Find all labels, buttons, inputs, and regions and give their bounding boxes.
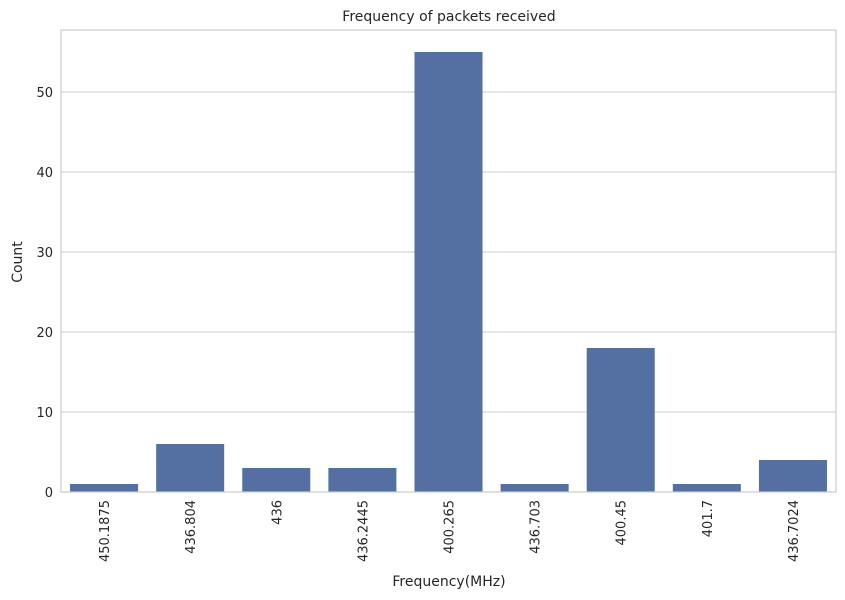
y-tick-label: 40 [36,166,53,181]
x-tick-label: 450.1875 [98,500,113,562]
y-tick-label: 0 [45,486,53,501]
y-tick-label: 30 [36,246,53,261]
bar [500,484,569,492]
bar [672,484,741,492]
x-tick-label: 436.7024 [787,500,802,562]
bar [414,52,483,492]
bars-group [70,52,827,492]
x-tick-label: 401.7 [701,500,716,537]
bar [156,444,225,492]
bar [328,468,397,492]
x-tick-label: 400.45 [615,500,630,546]
bar [586,348,655,492]
y-tick-label: 10 [36,406,53,421]
x-tick-labels: 450.1875 436.804 436 436.2445 400.265 436.703… [98,500,802,562]
bar [758,460,827,492]
x-axis-label: Frequency(MHz) [392,574,505,590]
chart-title: Frequency of packets received [342,9,555,25]
y-tick-label: 50 [36,86,53,101]
y-tick-label: 20 [36,326,53,341]
plot-frame [60,29,837,493]
x-tick-label: 436.703 [529,500,544,554]
x-tick-label: 436.2445 [356,500,371,562]
bar [70,484,139,492]
y-tick-labels: 0 10 20 30 40 50 [36,86,53,501]
y-axis-label: Count [10,241,26,283]
bar [242,468,311,492]
x-tick-label: 400.265 [443,500,458,554]
x-tick-label: 436 [270,500,285,525]
x-tick-label: 436.804 [184,500,199,554]
